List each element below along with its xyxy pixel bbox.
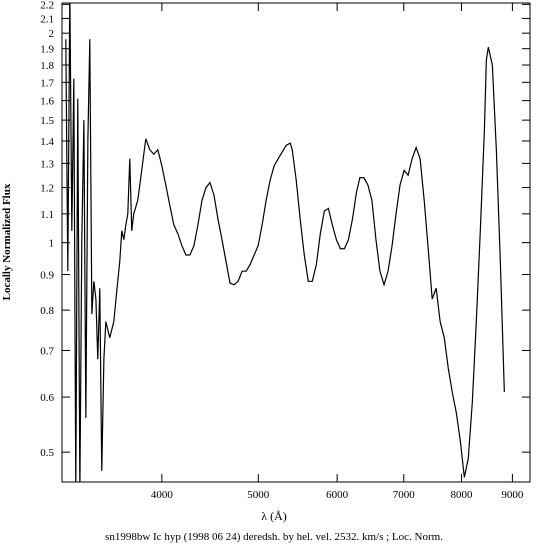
y-tick-label: 0.7 bbox=[40, 345, 54, 357]
y-tick-label: 0.5 bbox=[40, 447, 54, 459]
y-tick-label: 1 bbox=[49, 238, 55, 250]
y-axis-label: Locally Normalized Flux bbox=[1, 183, 13, 300]
y-tick-label: 1.4 bbox=[40, 136, 54, 148]
x-tick-label: 7000 bbox=[393, 489, 416, 501]
y-tick-label: 0.6 bbox=[40, 392, 54, 404]
x-tick-label: 5000 bbox=[247, 489, 270, 501]
y-tick-label: 1.2 bbox=[40, 183, 54, 195]
y-tick-label: 1.9 bbox=[40, 44, 54, 56]
plot-area bbox=[65, 3, 505, 482]
y-tick-label: 2 bbox=[49, 28, 55, 40]
y-tick-label: 1.5 bbox=[40, 115, 54, 127]
spectrum-line bbox=[65, 3, 505, 482]
y-tick-label: 2.2 bbox=[40, 0, 54, 11]
y-tick-label: 1.7 bbox=[40, 77, 54, 89]
x-tick-label: 4000 bbox=[151, 489, 174, 501]
x-tick-label: 9000 bbox=[501, 489, 524, 501]
y-tick-label: 1.6 bbox=[40, 96, 54, 108]
y-tick-label: 1.3 bbox=[40, 158, 54, 170]
caption: sn1998bw Ic hyp (1998 06 24) deredsh. by… bbox=[105, 531, 443, 543]
y-tick-label: 0.9 bbox=[40, 270, 54, 282]
x-tick-label: 8000 bbox=[450, 489, 473, 501]
y-tick-label: 1.1 bbox=[40, 209, 54, 221]
y-tick-label: 0.8 bbox=[40, 305, 54, 317]
plot-frame bbox=[61, 2, 531, 483]
x-axis-label: λ (Å) bbox=[261, 509, 286, 523]
y-tick-label: 1.8 bbox=[40, 60, 54, 72]
x-tick-label: 6000 bbox=[326, 489, 349, 501]
y-tick-label: 2.1 bbox=[40, 13, 54, 25]
